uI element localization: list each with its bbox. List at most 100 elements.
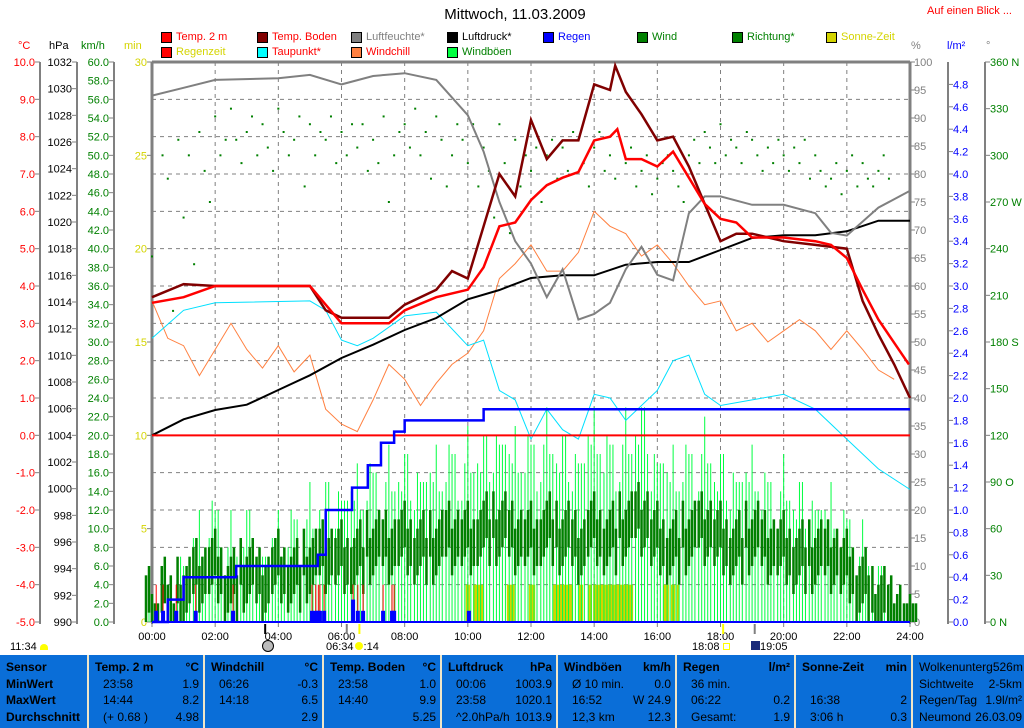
legend-item: Luftfeuchte* bbox=[351, 31, 425, 43]
direction-dot bbox=[782, 154, 785, 157]
direction-dot bbox=[387, 201, 390, 203]
axis-unit-minutes: min bbox=[124, 40, 142, 52]
cell-time bbox=[211, 709, 219, 726]
tick-label-minutes: 10 bbox=[135, 430, 147, 442]
table-row: 36 min. bbox=[683, 676, 790, 693]
column-title: Windböen bbox=[564, 660, 622, 674]
direction-dot bbox=[751, 138, 754, 141]
tick-label-wind: 30.0 bbox=[88, 337, 109, 349]
direction-dot bbox=[303, 185, 306, 188]
table-row: 16:38 2 bbox=[802, 692, 907, 709]
cell-time: 14:44 bbox=[103, 693, 134, 707]
direction-dot bbox=[651, 193, 654, 196]
table-row: Ø 10 min. 0.0 bbox=[564, 676, 671, 693]
tick-label-wind: 50.0 bbox=[88, 150, 109, 162]
legend-swatch bbox=[351, 46, 362, 58]
tick-label-rain: 2.0 bbox=[953, 393, 968, 405]
direction-dot bbox=[466, 162, 469, 165]
direction-dot bbox=[456, 123, 459, 126]
tick-label-humidity: 50 bbox=[914, 337, 926, 349]
tick-label-wind: 6.0 bbox=[94, 561, 109, 573]
direction-dot bbox=[551, 138, 554, 141]
legend-item: Temp. Boden bbox=[257, 31, 337, 43]
cell-value: 6.5 bbox=[301, 693, 318, 707]
cell-time: (+ 0.68 ) bbox=[103, 709, 149, 724]
cell-time: 16:52 bbox=[572, 693, 603, 707]
direction-dot bbox=[740, 162, 743, 165]
info-label: Sichtweite bbox=[919, 676, 974, 691]
moonset-marker: 19:05 bbox=[751, 641, 788, 653]
moonrise-time: 11:34 bbox=[10, 641, 37, 653]
tick-label-temp: 9.0 bbox=[20, 94, 35, 106]
axis-unit-direction: ° bbox=[986, 40, 991, 52]
column-sonne-zeit: Sonne-Zeit min 16:38 2 3:06 h 0.3 bbox=[796, 655, 913, 728]
tick-label-wind: 32.0 bbox=[88, 318, 109, 330]
series-luftdruck- bbox=[151, 219, 910, 437]
direction-dot bbox=[730, 138, 733, 141]
tick-label-pressure: 1008 bbox=[48, 377, 72, 389]
tick-label-direction: 300 bbox=[990, 150, 1008, 162]
direction-dot bbox=[803, 138, 806, 141]
direction-dot bbox=[845, 169, 848, 172]
direction-dot bbox=[814, 154, 817, 157]
cell-time: 23:58 bbox=[103, 676, 134, 691]
cell-value: -0.3 bbox=[297, 676, 318, 691]
direction-dot bbox=[861, 162, 864, 165]
direction-dot bbox=[372, 138, 375, 141]
cell-time: 06:26 bbox=[219, 676, 250, 691]
legend-label: Sonne-Zeit bbox=[841, 31, 895, 43]
tick-label-wind: 60.0 bbox=[88, 57, 109, 69]
legend-swatch bbox=[257, 31, 268, 43]
direction-dot bbox=[161, 154, 164, 157]
cell-time: 14:18 bbox=[219, 693, 250, 707]
tick-label-direction: 60 bbox=[990, 524, 1002, 536]
direction-dot bbox=[682, 201, 685, 203]
legend-swatch bbox=[732, 31, 743, 43]
rain-amount-bar bbox=[390, 610, 395, 622]
sunset-time: 18:08 bbox=[692, 641, 720, 653]
tick-label-direction: 30 bbox=[990, 570, 1002, 582]
series-luftfeuchte- bbox=[151, 72, 911, 321]
moonrise-marker: 11:34 bbox=[10, 641, 48, 653]
direction-dot bbox=[714, 162, 717, 165]
tick-label-minutes: 20 bbox=[135, 244, 147, 256]
at-a-glance-link[interactable]: Auf einen Blick ... bbox=[927, 5, 1012, 17]
rain-amount-bar bbox=[322, 610, 327, 622]
axis-unit-wind: km/h bbox=[81, 40, 105, 52]
tick-label-pressure: 1024 bbox=[48, 164, 72, 176]
tick-label-pressure: 1026 bbox=[48, 137, 72, 149]
legend-swatch bbox=[257, 46, 268, 58]
chart-title: Mittwoch, 11.03.2009 bbox=[444, 6, 586, 23]
sunshine-bar bbox=[676, 584, 679, 622]
tick-label-rain: 2.6 bbox=[953, 326, 968, 338]
sensor-header: Sensor bbox=[6, 660, 47, 674]
tick-label-rain: 1.4 bbox=[953, 460, 968, 472]
direction-dot bbox=[308, 123, 311, 126]
x-tick-label: 20:00 bbox=[770, 631, 798, 643]
direction-dot bbox=[503, 162, 506, 165]
legend-item: Luftdruck* bbox=[447, 31, 512, 43]
info-label: Regen/Tag bbox=[919, 693, 978, 707]
tick-label-wind: 52.0 bbox=[88, 132, 109, 144]
tick-label-wind: 18.0 bbox=[88, 449, 109, 461]
cell-time: 3:06 h bbox=[810, 709, 844, 724]
tick-label-humidity: 20 bbox=[914, 505, 926, 517]
tick-label-direction: 120 bbox=[990, 430, 1008, 442]
column-unit: l/m² bbox=[768, 660, 790, 674]
direction-dot bbox=[572, 131, 575, 133]
rain-amount-bar bbox=[466, 610, 471, 622]
legend-label: Windchill bbox=[366, 46, 411, 58]
direction-dot bbox=[329, 115, 332, 118]
legend-item: Regen bbox=[543, 31, 590, 43]
series-regen bbox=[152, 407, 910, 624]
column-temp-boden: Temp. Boden °C 23:58 1.0 14:40 9.9 5.25 bbox=[324, 655, 442, 728]
legend-label: Luftdruck* bbox=[462, 31, 512, 43]
column-unit: hPa bbox=[529, 660, 552, 674]
column-windchill: Windchill °C 06:26 -0.3 14:18 6.5 2.9 bbox=[205, 655, 324, 728]
tick-label-pressure: 1012 bbox=[48, 324, 72, 336]
direction-dot bbox=[693, 138, 696, 141]
tick-label-pressure: 1002 bbox=[48, 457, 72, 469]
direction-dot bbox=[398, 131, 401, 133]
direction-dot bbox=[440, 138, 443, 141]
legend-item: Windböen bbox=[447, 46, 512, 58]
